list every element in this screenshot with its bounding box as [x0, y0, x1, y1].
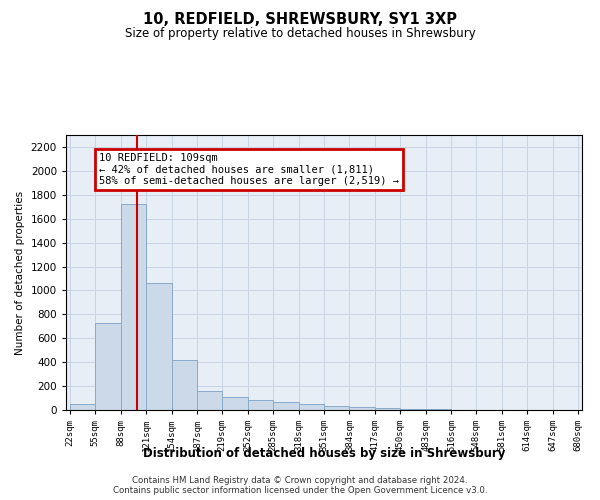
Text: 10, REDFIELD, SHREWSBURY, SY1 3XP: 10, REDFIELD, SHREWSBURY, SY1 3XP: [143, 12, 457, 28]
Bar: [70, 404, 95, 410]
Bar: [248, 400, 273, 410]
Bar: [197, 392, 222, 410]
Bar: [172, 360, 197, 410]
Bar: [95, 322, 121, 410]
Bar: [400, 409, 426, 410]
Text: Contains HM Land Registry data © Crown copyright and database right 2024.
Contai: Contains HM Land Registry data © Crown c…: [113, 476, 487, 495]
Bar: [222, 398, 248, 410]
Bar: [375, 408, 400, 410]
Text: 10 REDFIELD: 109sqm
← 42% of detached houses are smaller (1,811)
58% of semi-det: 10 REDFIELD: 109sqm ← 42% of detached ho…: [99, 153, 399, 186]
Bar: [273, 402, 299, 410]
Bar: [146, 284, 172, 410]
Bar: [299, 404, 324, 410]
Bar: [349, 407, 375, 410]
Text: Distribution of detached houses by size in Shrewsbury: Distribution of detached houses by size …: [143, 448, 505, 460]
Bar: [324, 406, 349, 410]
Y-axis label: Number of detached properties: Number of detached properties: [15, 190, 25, 354]
Bar: [121, 204, 146, 410]
Text: Size of property relative to detached houses in Shrewsbury: Size of property relative to detached ho…: [125, 28, 475, 40]
